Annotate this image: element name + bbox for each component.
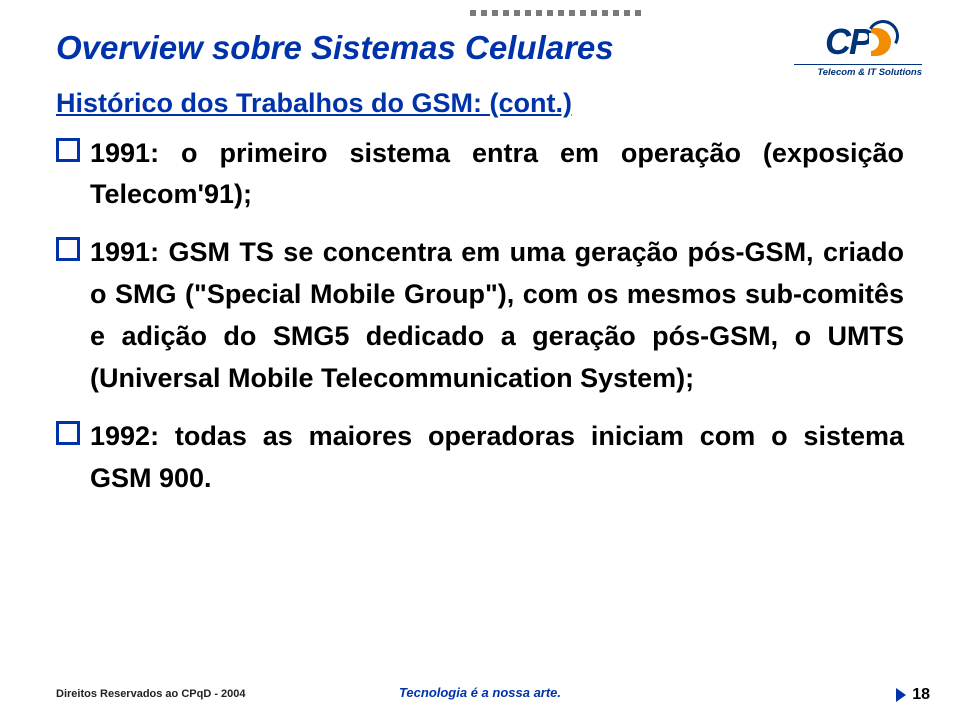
bullet-square-icon <box>56 237 80 261</box>
logo-letters: CP <box>825 24 871 60</box>
bullet-square-icon <box>56 421 80 445</box>
logo-mark: CP <box>825 24 891 60</box>
bullet-text: 1991: GSM TS se concentra em uma geração… <box>90 232 904 399</box>
slide-title: Overview sobre Sistemas Celulares <box>56 28 904 68</box>
slide: CP Telecom & IT Solutions Overview sobre… <box>0 0 960 720</box>
bullet-square-icon <box>56 138 80 162</box>
bullet-item: 1991: GSM TS se concentra em uma geração… <box>56 232 904 399</box>
page-number-wrap: 18 <box>896 686 930 704</box>
logo-d-shape <box>871 28 891 56</box>
arrow-right-icon <box>896 688 906 702</box>
footer-tagline: Tecnologia é a nossa arte. <box>0 685 960 700</box>
bullet-item: 1992: todas as maiores operadoras inicia… <box>56 416 904 500</box>
slide-subtitle: Histórico dos Trabalhos do GSM: (cont.) <box>56 88 904 119</box>
slide-content: 1991: o primeiro sistema entra em operaç… <box>56 133 904 500</box>
bullet-text: 1992: todas as maiores operadoras inicia… <box>90 416 904 500</box>
bullet-text: 1991: o primeiro sistema entra em operaç… <box>90 133 904 217</box>
logo-tagline: Telecom & IT Solutions <box>794 64 922 78</box>
decorative-dots <box>470 10 641 16</box>
company-logo: CP Telecom & IT Solutions <box>794 24 922 84</box>
bullet-item: 1991: o primeiro sistema entra em operaç… <box>56 133 904 217</box>
page-number: 18 <box>912 686 930 704</box>
